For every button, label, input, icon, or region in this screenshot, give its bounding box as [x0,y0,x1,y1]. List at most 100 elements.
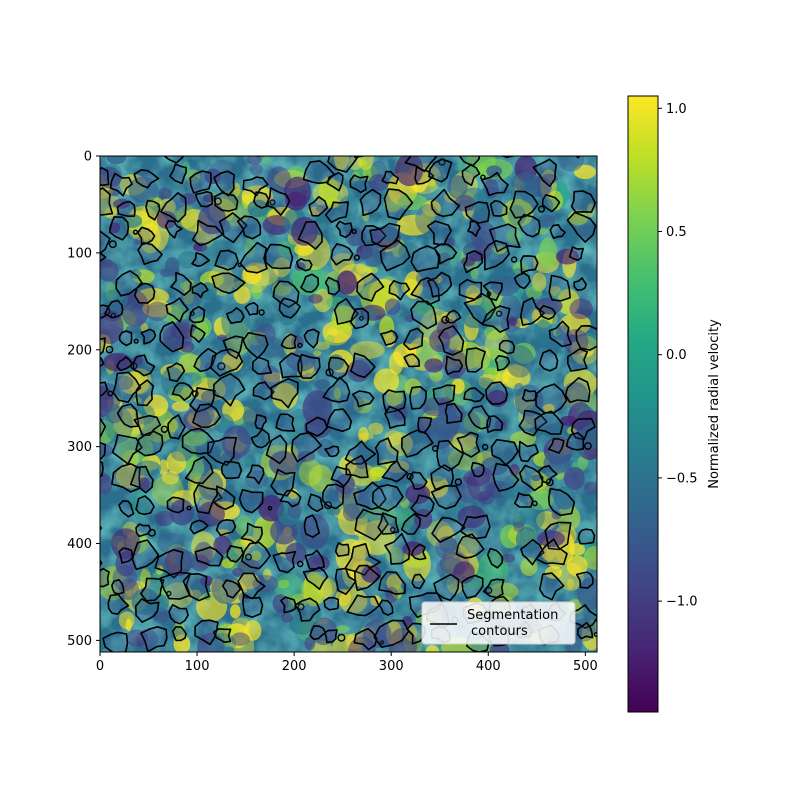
contour [371,484,404,512]
contour [564,377,591,404]
bright-lane [179,281,189,291]
contour [544,521,572,551]
contour [296,560,304,568]
x-tick-label: 200 [282,659,307,674]
contour [100,558,103,567]
dark-granule [563,466,585,491]
dark-granule [350,252,366,263]
contour [303,328,320,349]
dark-granule [577,577,597,610]
contour [269,199,276,206]
dark-granule [106,404,123,424]
bright-lane [273,257,291,278]
contour [404,156,437,173]
dark-granule [221,303,251,340]
dark-granule [221,425,252,460]
contour [500,156,517,158]
bright-lane [373,368,400,394]
contour [163,156,184,164]
dark-granule [561,381,589,409]
contour [570,417,596,441]
contour [188,305,206,324]
contour [309,625,327,641]
contour [334,567,357,595]
contour [461,574,484,599]
contour [480,171,509,197]
contour [210,348,244,377]
contour [548,274,571,302]
dark-granule [260,365,281,391]
contour [116,403,140,428]
dark-granule [156,210,177,229]
dark-granule [551,510,562,520]
contour [214,249,239,271]
contour [244,553,252,561]
contour [344,440,377,465]
dark-granule [314,379,330,390]
bright-lane [232,281,246,290]
dark-granule [405,483,431,505]
contour [337,633,346,642]
contour [436,439,464,472]
contour [186,505,192,511]
colorbar-tick-label: 0.5 [666,225,687,240]
contour [538,572,565,601]
dark-granule [100,444,114,457]
contour [324,629,338,644]
dark-granule [231,632,250,646]
bright-lane [369,466,385,482]
contour [428,158,453,183]
contour [373,619,410,648]
contour [115,270,144,297]
contour [538,465,558,485]
contour [548,320,572,348]
contour [324,276,340,296]
dark-granule [291,216,318,246]
contour [154,549,184,579]
dark-granule [126,629,148,647]
dark-granule [569,298,593,320]
contour [181,427,216,455]
contour [302,160,335,185]
bright-lane [325,334,335,347]
bright-lane [538,237,558,269]
contour [112,371,142,403]
contour [410,494,435,518]
y-tick-label: 0 [84,150,92,165]
contour [254,414,267,430]
dark-granule [157,533,185,554]
colorbar-label: Normalized radial velocity [707,319,722,489]
contour [189,387,216,413]
contour [275,413,296,432]
dark-granule [304,636,316,651]
contour [182,573,210,602]
contour [297,220,323,250]
contour [577,528,596,545]
contour [270,468,296,497]
contour [330,243,354,266]
bright-lane [359,158,368,167]
contour [297,603,305,611]
contour [513,492,534,508]
contour [458,156,481,167]
dark-granule [184,175,203,199]
bright-lane [512,342,536,364]
dark-granule [243,454,257,467]
dark-granule [252,575,279,593]
contour [129,465,154,494]
contour [411,573,426,590]
contour [226,307,245,324]
contour [470,461,485,478]
contour [410,300,438,330]
contour [521,388,539,402]
dark-granule [280,612,294,623]
bright-lane [568,543,586,556]
contour [213,170,235,197]
dark-granule [285,191,308,211]
contour [303,514,321,538]
dark-granule [242,407,268,428]
contour [460,514,491,540]
contour [444,402,463,424]
bright-lane [470,267,479,280]
contour [215,519,237,537]
